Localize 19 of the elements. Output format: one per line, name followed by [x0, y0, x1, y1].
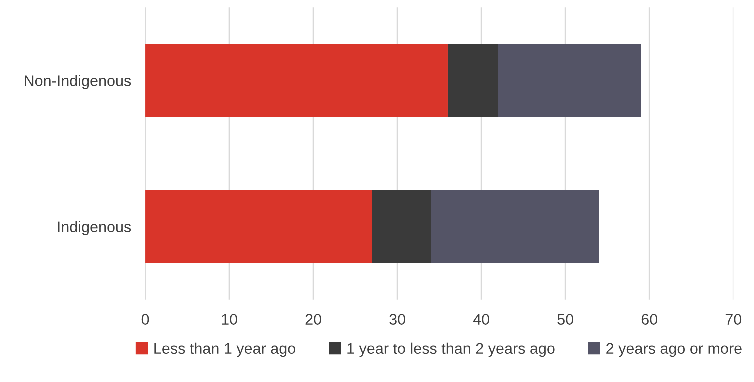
bar: [498, 44, 642, 118]
legend-label: 2 years ago or more: [606, 343, 742, 358]
x-tick-label: 30: [390, 314, 406, 325]
x-tick-label: 60: [642, 314, 658, 325]
bar: [146, 190, 372, 264]
x-tick-label: 20: [306, 314, 322, 325]
bar: [431, 190, 600, 264]
x-tick-label: 70: [726, 314, 742, 325]
x-tick-label: 0: [142, 314, 150, 325]
bar: [448, 44, 498, 118]
legend-label: Less than 1 year ago: [154, 342, 296, 358]
y-tick-label: Non-Indigenous: [25, 75, 132, 90]
y-tick-label: Indigenous: [58, 221, 132, 236]
bar: [372, 190, 432, 264]
bar: [146, 44, 448, 118]
x-tick-label: 50: [558, 314, 574, 325]
x-tick-label: 10: [222, 314, 238, 325]
x-tick-label: 40: [473, 314, 490, 325]
legend-label: 1 year to less than 2 years ago: [348, 342, 555, 358]
